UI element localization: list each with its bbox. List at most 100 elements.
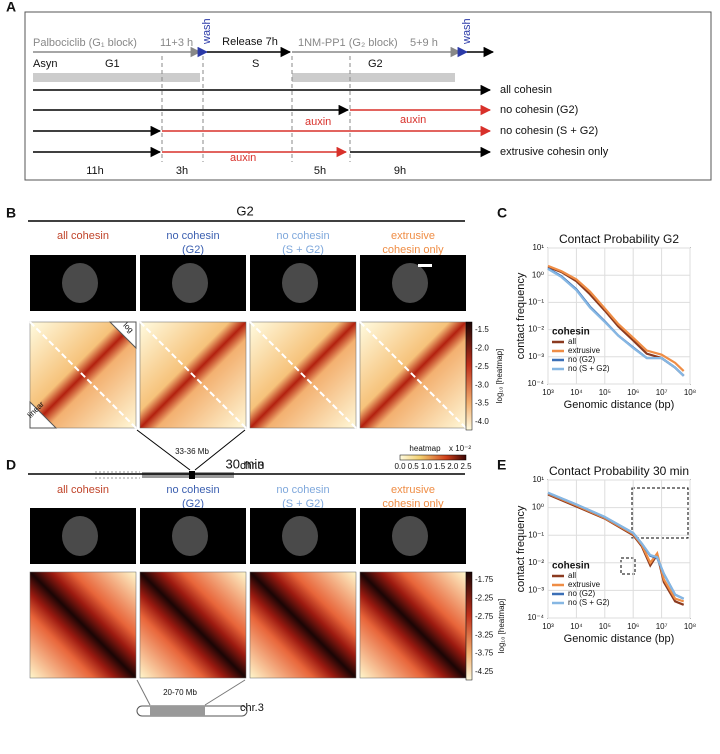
legend-label: no (G2): [568, 589, 595, 598]
condition-label: extrusive cohesin only: [500, 146, 609, 158]
colorbar-tick-label: -3.5: [475, 399, 489, 408]
colorbar-label: log₁₀ [heatmap]: [495, 349, 504, 404]
phase-label: S: [252, 58, 259, 70]
x-tick-label: 10⁵: [599, 388, 611, 397]
duration-label: 5h: [314, 165, 326, 177]
region-label: 20-70 Mb: [163, 688, 197, 697]
colorbar: [465, 571, 473, 681]
panel-letter: A: [6, 0, 16, 15]
diagonal: [359, 321, 467, 429]
x-tick-label: 10⁷: [656, 622, 668, 631]
panel-letter: C: [497, 205, 507, 221]
wash-label: wash: [201, 18, 213, 45]
y-tick-label: 10⁻¹: [528, 298, 544, 307]
column-header: cohesin only: [382, 498, 444, 510]
x-tick-label: 10⁷: [656, 388, 668, 397]
heatmap: [249, 571, 357, 679]
column-header: (S + G2): [282, 498, 324, 510]
x-tick-label: 10⁵: [599, 622, 611, 631]
chromosome: [95, 429, 246, 479]
duration-label: 3h: [176, 165, 188, 177]
column-header: all cohesin: [57, 230, 109, 242]
series-line: [547, 267, 685, 377]
y-tick-label: 10⁻³: [528, 352, 544, 361]
colorbar-tick-label: -2.5: [475, 362, 489, 371]
drug-label: Palbociclib (G₁ block): [33, 37, 137, 49]
diagonal: [139, 321, 247, 429]
x-tick-label: 10⁶: [627, 622, 639, 631]
nucleus: [172, 263, 208, 303]
legend-label: no (G2): [568, 355, 595, 364]
colorbar-tick-label: 2.0: [447, 462, 459, 471]
colorbar-label: log₁₀ [heatmap]: [497, 599, 506, 654]
y-tick-label: 10⁻¹: [528, 530, 544, 539]
legend-title: cohesin: [552, 327, 590, 338]
colorbar-tick-label: -3.25: [475, 630, 494, 639]
inset-box: [631, 487, 689, 539]
panel-title: G2: [236, 203, 253, 218]
scale-bar: [418, 264, 432, 267]
colorbar-tick-label: -4.0: [475, 417, 489, 426]
colorbar-tick-label: 0.0: [394, 462, 406, 471]
colorbar-scale: x 10⁻²: [449, 444, 471, 453]
x-tick-label: 10³: [542, 622, 554, 631]
auxin-label: auxin: [230, 152, 256, 164]
panel-frame: [24, 11, 712, 181]
colorbar-tick-label: 2.5: [460, 462, 472, 471]
colorbar-tick-label: -2.0: [475, 344, 489, 353]
column-header: extrusive: [391, 230, 435, 242]
colorbar-tick-label: -1.5: [475, 325, 489, 334]
x-axis-label: Genomic distance (bp): [564, 633, 675, 645]
y-tick-label: 10⁰: [532, 270, 544, 279]
column-header: no cohesin: [166, 230, 219, 242]
diagonal: [29, 321, 137, 429]
heatmap: [29, 571, 137, 679]
zoom-box: [620, 557, 636, 575]
panel-title: 30 min: [225, 456, 264, 471]
x-tick-label: 10³: [542, 388, 554, 397]
duration-label: 9h: [394, 165, 406, 177]
chromosome: [136, 679, 248, 717]
condition-label: no cohesin (G2): [500, 104, 578, 116]
y-tick-label: 10¹: [532, 475, 544, 484]
x-tick-label: 10⁸: [684, 388, 696, 397]
wash-label: wash: [461, 18, 473, 45]
y-tick-label: 10¹: [532, 243, 544, 252]
phase-label: G1: [105, 58, 120, 70]
release-label: Release 7h: [222, 36, 278, 48]
legend-label: no (S + G2): [568, 364, 610, 373]
colorbar-tick-label: -3.0: [475, 380, 489, 389]
duration-label: 11h: [86, 165, 104, 177]
x-tick-label: 10⁴: [570, 622, 583, 631]
colorbar-tick-label: 1.5: [434, 462, 446, 471]
nucleus: [172, 516, 208, 556]
chrom-label: chr.3: [240, 702, 264, 714]
legend-label: extrusive: [568, 346, 601, 355]
y-tick-label: 10⁰: [532, 503, 544, 512]
series-line: [547, 264, 685, 372]
time-label: 11+3 h: [160, 37, 193, 49]
drug-label: 1NM-PP1 (G₂ block): [298, 37, 398, 49]
legend-label: all: [568, 337, 576, 346]
colorbar-tick-label: -4.25: [475, 667, 494, 676]
column-header: all cohesin: [57, 484, 109, 496]
column-header: cohesin only: [382, 244, 444, 256]
column-header: (G2): [182, 244, 204, 256]
nucleus: [392, 263, 428, 303]
chart-title: Contact Probability 30 min: [549, 464, 689, 478]
condition-label: no cohesin (S + G2): [500, 125, 598, 137]
colorbar-tick-label: -3.75: [475, 649, 494, 658]
phase-label: G2: [368, 58, 383, 70]
y-tick-label: 10⁻³: [528, 586, 544, 595]
nucleus: [282, 516, 318, 556]
colorbar-tick-label: 0.5: [408, 462, 420, 471]
column-header: (S + G2): [282, 244, 324, 256]
heatmap: [139, 571, 247, 679]
y-tick-label: 10⁻⁴: [527, 379, 544, 388]
colorbar-tick-label: 1.0: [421, 462, 433, 471]
nucleus: [62, 263, 98, 303]
region-label: 33-36 Mb: [175, 447, 209, 456]
y-tick-label: 10⁻²: [528, 558, 544, 567]
phase-label: Asyn: [33, 58, 57, 70]
